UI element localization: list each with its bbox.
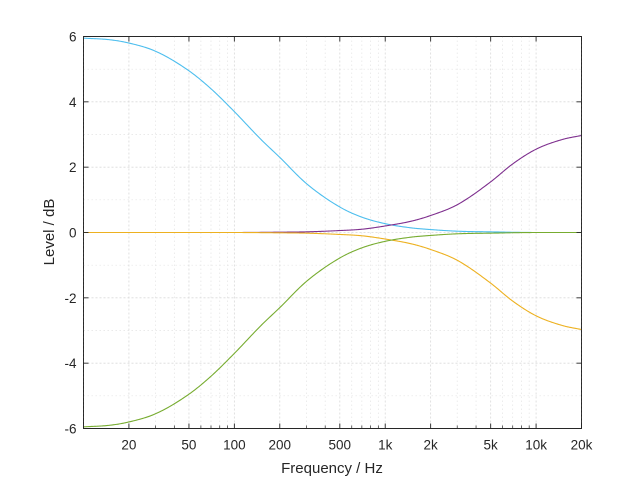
x-tick-label: 1k: [378, 438, 393, 453]
series-line-1: [83, 37, 582, 234]
series-line-3: [83, 231, 582, 331]
x-tick-label: 20k: [571, 438, 593, 453]
y-tick-label: 6: [69, 30, 77, 45]
x-tick-label: 500: [329, 438, 352, 453]
x-tick-label: 5k: [484, 438, 499, 453]
x-tick-label: 20: [121, 438, 136, 453]
x-tick-label: 2k: [424, 438, 439, 453]
tick-marks: [83, 36, 582, 429]
x-axis-title: Frequency / Hz: [281, 460, 383, 477]
x-tick-label: 200: [269, 438, 292, 453]
y-tick-label: -2: [64, 291, 76, 306]
x-tick-label: 100: [223, 438, 246, 453]
x-tick-label: 10k: [525, 438, 547, 453]
y-tick-label: 4: [69, 95, 77, 110]
y-tick-label: -4: [64, 356, 76, 371]
y-tick-label: 2: [69, 160, 77, 175]
tick-labels: 20 50 100 200 500 1k 2k 5k 10k 20k -6 -4 -2 0 2 4 6: [64, 30, 592, 453]
series-group: [83, 37, 582, 428]
y-tick-label: -6: [64, 422, 76, 437]
y-axis-title: Level / dB: [41, 199, 58, 266]
x-tick-label: 50: [181, 438, 196, 453]
grid-lines: [83, 36, 582, 429]
series-line-4: [83, 231, 582, 428]
y-tick-label: 0: [69, 226, 77, 241]
